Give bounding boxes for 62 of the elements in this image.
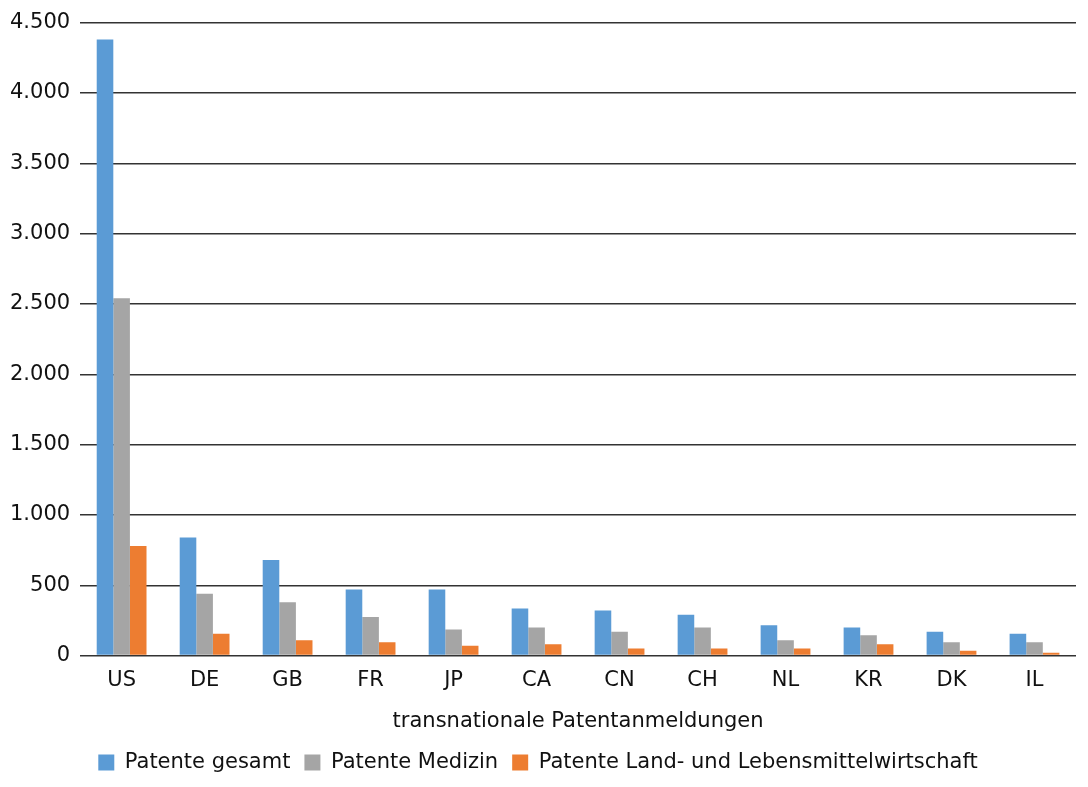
bar <box>129 545 147 655</box>
bar <box>843 627 861 655</box>
y-tick-label: 2.000 <box>9 360 71 385</box>
bar <box>262 559 280 655</box>
y-tick-label: 0 <box>56 642 71 667</box>
y-tick-label: 1.500 <box>9 431 71 456</box>
bar <box>279 602 296 655</box>
bar <box>528 627 545 655</box>
x-tick-label: DE <box>189 666 220 691</box>
legend-label: Patente Land- und Lebensmittelwirtschaft <box>538 748 978 773</box>
y-tick-label: 3.000 <box>9 220 71 245</box>
x-tick-label: US <box>107 666 136 691</box>
bar <box>511 608 529 655</box>
bar <box>179 537 197 655</box>
x-tick-label: NL <box>771 666 800 691</box>
x-tick-label: CH <box>687 666 718 691</box>
bar <box>926 631 944 655</box>
bar <box>378 642 396 655</box>
x-tick-label: JP <box>442 666 463 691</box>
bar <box>196 593 213 655</box>
bar <box>1042 652 1060 655</box>
bar <box>860 635 877 655</box>
bar <box>876 644 894 655</box>
x-tick-label: DK <box>936 666 968 691</box>
bar <box>461 645 479 655</box>
bar <box>295 640 313 655</box>
bar <box>959 650 977 655</box>
bar <box>428 589 446 655</box>
bar <box>710 648 728 655</box>
x-tick-label: GB <box>272 666 303 691</box>
x-tick-label: CN <box>604 666 635 691</box>
bar <box>445 629 462 655</box>
y-tick-label: 4.000 <box>9 79 71 104</box>
bar <box>793 648 811 655</box>
y-tick-label: 4.500 <box>9 9 71 34</box>
bar <box>943 642 960 655</box>
bar <box>694 627 711 655</box>
bar <box>345 589 363 655</box>
legend-label: Patente gesamt <box>124 748 291 773</box>
bar <box>96 39 114 655</box>
bar <box>677 614 695 655</box>
bar <box>594 610 612 655</box>
bar <box>113 298 130 655</box>
x-tick-label: KR <box>854 666 883 691</box>
x-tick-label: FR <box>357 666 384 691</box>
bar <box>760 625 778 655</box>
y-tick-label: 2.500 <box>9 290 71 315</box>
y-tick-label: 500 <box>30 571 71 596</box>
y-tick-label: 1.000 <box>9 501 71 526</box>
x-tick-label: CA <box>522 666 552 691</box>
x-axis-title: transnationale Patentanmeldungen <box>392 707 764 732</box>
y-tick-label: 3.500 <box>9 149 71 174</box>
bar <box>1026 642 1043 655</box>
bar <box>212 633 230 655</box>
bar <box>544 644 562 655</box>
legend-label: Patente Medizin <box>330 748 499 773</box>
bar <box>777 640 794 655</box>
bar <box>627 648 645 655</box>
bar <box>1009 633 1027 655</box>
x-tick-label: IL <box>1025 666 1044 691</box>
bar <box>362 616 379 655</box>
bar <box>611 631 628 655</box>
